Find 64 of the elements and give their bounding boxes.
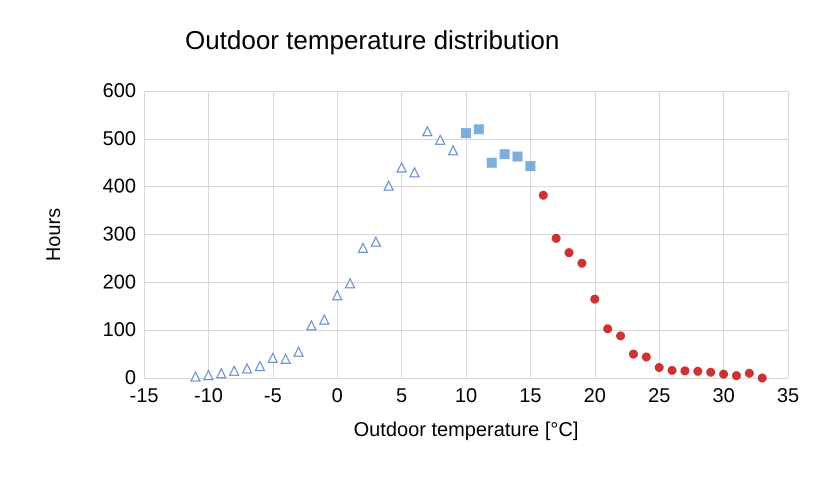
point	[396, 162, 407, 173]
point	[564, 248, 574, 258]
x-tick-label: 25	[648, 385, 670, 407]
point	[680, 366, 690, 376]
point	[203, 370, 214, 380]
point	[332, 290, 342, 300]
point	[628, 350, 638, 359]
x-tick-label: -10	[194, 385, 223, 407]
point	[486, 158, 497, 168]
point	[370, 236, 381, 247]
point	[603, 324, 612, 334]
point	[577, 258, 586, 268]
point	[306, 320, 317, 330]
point	[422, 126, 432, 136]
point	[642, 352, 651, 362]
x-tick-label: 5	[396, 385, 408, 407]
point	[448, 145, 458, 156]
point	[525, 161, 536, 172]
point	[358, 242, 368, 253]
point	[293, 346, 304, 357]
y-tick-label: 300	[102, 224, 136, 246]
x-tick-label: -5	[264, 385, 282, 407]
point	[668, 366, 677, 375]
point	[732, 371, 741, 380]
point	[242, 363, 252, 374]
x-tick-label: 15	[519, 385, 542, 407]
point	[693, 366, 702, 376]
point	[409, 167, 420, 178]
point	[758, 374, 767, 382]
point	[216, 368, 226, 378]
point	[229, 366, 240, 376]
x-tick-label: 0	[332, 385, 343, 407]
x-tick-label: 35	[776, 385, 800, 407]
y-tick-label: 600	[102, 80, 136, 102]
point	[319, 314, 330, 325]
point	[344, 278, 356, 288]
point	[268, 352, 278, 364]
point	[590, 294, 600, 304]
point	[190, 371, 201, 382]
point	[435, 134, 446, 145]
x-tick-label: 20	[584, 385, 606, 407]
y-tick-label: 100	[102, 319, 136, 342]
point	[538, 190, 548, 200]
y-tick-label: 200	[102, 271, 136, 294]
point	[461, 128, 471, 138]
y-tick-label: 400	[102, 176, 136, 198]
chart-title: Outdoor temperature distribution	[185, 25, 560, 55]
point	[254, 360, 266, 372]
point	[474, 124, 484, 134]
point	[654, 362, 664, 372]
x-tick-label: 30	[712, 385, 735, 407]
point	[616, 331, 626, 340]
y-tick-label: 500	[102, 128, 136, 150]
point	[552, 234, 561, 243]
point	[744, 368, 754, 378]
point	[719, 370, 728, 379]
point	[280, 354, 291, 364]
y-axis-title: Hours	[43, 208, 65, 262]
point	[384, 180, 394, 191]
x-axis-title: Outdoor temperature [°C]	[354, 419, 578, 441]
x-tick-label: 10	[454, 385, 478, 407]
point	[500, 149, 510, 160]
point	[706, 368, 716, 377]
point	[512, 152, 523, 162]
